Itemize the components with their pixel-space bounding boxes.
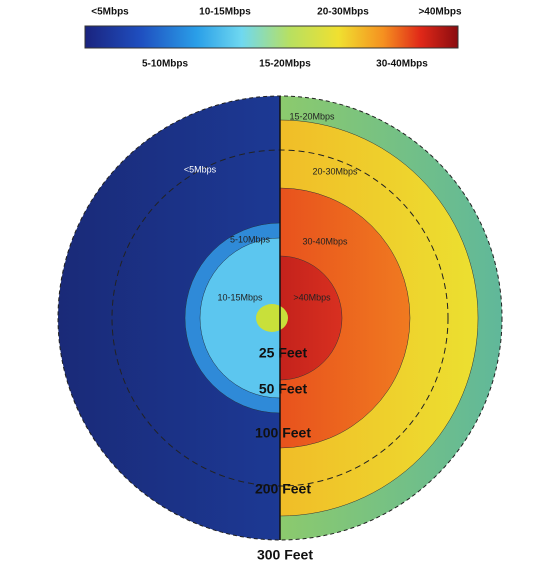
zone-label: 10-15Mbps <box>217 292 263 302</box>
colorbar-label: <5Mbps <box>91 7 129 18</box>
colorbar-label: >40Mbps <box>418 7 462 18</box>
distance-label: 200 Feet <box>255 481 311 497</box>
zone-label: 5-10Mbps <box>230 234 271 244</box>
center <box>256 304 288 332</box>
right-half <box>280 96 502 540</box>
zone <box>199 237 280 399</box>
colorbar-label: 15-20Mbps <box>259 59 311 70</box>
colorbar-label: 10-15Mbps <box>199 7 251 18</box>
zone-label: >40Mbps <box>293 292 331 302</box>
zone-label: 30-40Mbps <box>302 236 348 246</box>
zone <box>280 187 411 449</box>
left-half <box>58 96 280 540</box>
colorbar-label: 30-40Mbps <box>376 59 428 70</box>
zone-label: 20-30Mbps <box>312 166 358 176</box>
colorbar-label: 5-10Mbps <box>142 59 189 70</box>
zone <box>280 255 343 381</box>
colorbar-label: 20-30Mbps <box>317 7 369 18</box>
colorbar <box>84 25 459 49</box>
distance-label: 300 Feet <box>257 547 313 563</box>
zone-label: <5Mbps <box>184 164 217 174</box>
distance-label: 100 Feet <box>255 425 311 441</box>
distance-label: 25 Feet <box>259 345 308 361</box>
distance-label: 50 Feet <box>259 381 308 397</box>
zone <box>58 96 280 540</box>
zone-label: 15-20Mbps <box>289 111 335 121</box>
